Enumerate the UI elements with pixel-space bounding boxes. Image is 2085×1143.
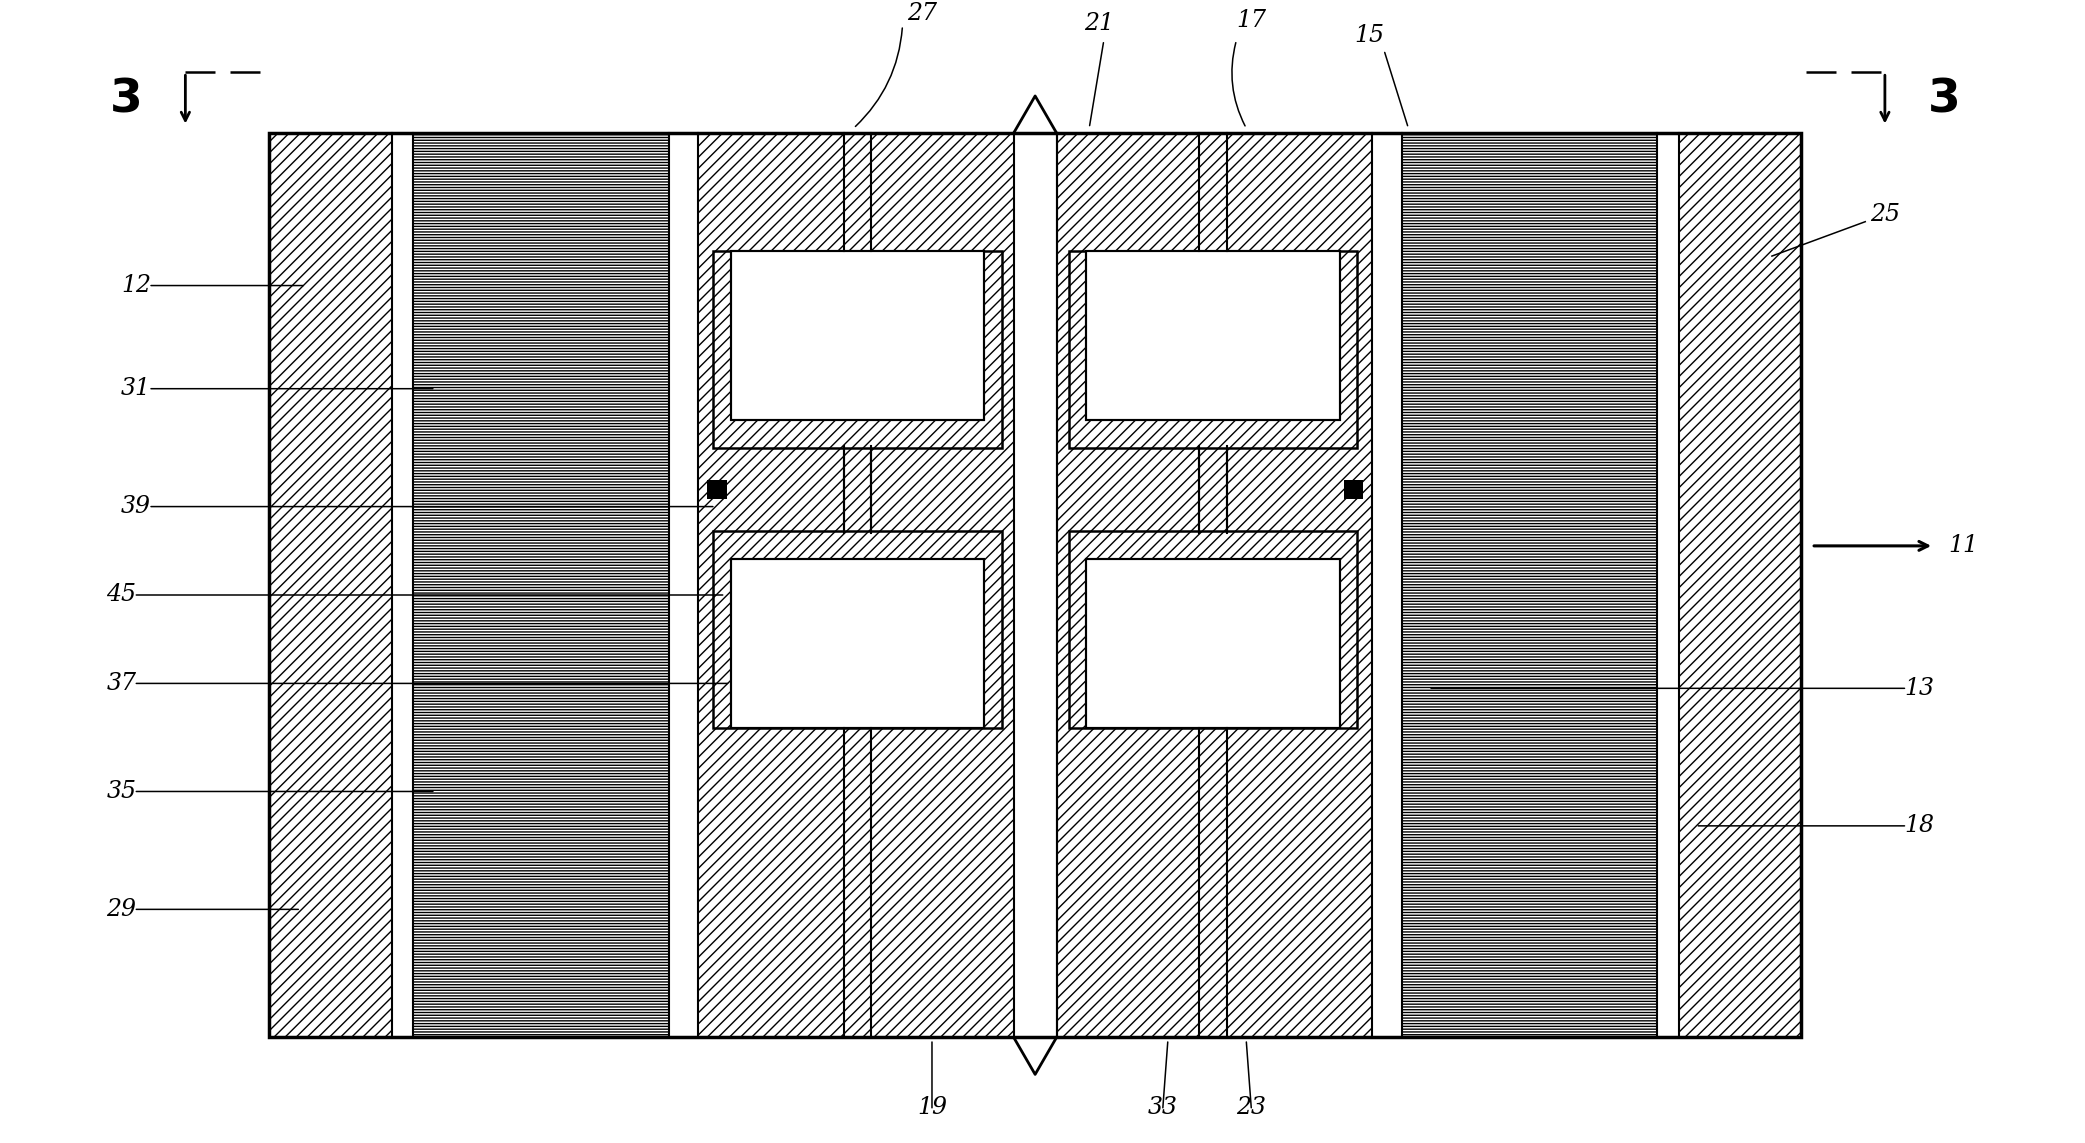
Text: 17: 17: [1236, 9, 1266, 32]
Text: 27: 27: [907, 2, 936, 25]
Text: 13: 13: [1904, 677, 1935, 700]
Polygon shape: [713, 251, 1001, 448]
Bar: [1057, 134, 1372, 1037]
Text: 39: 39: [121, 495, 150, 518]
Text: 35: 35: [106, 780, 136, 804]
Bar: [730, 251, 984, 421]
Polygon shape: [1068, 531, 1357, 728]
Bar: [730, 559, 984, 728]
Text: 18: 18: [1904, 814, 1935, 838]
Bar: [1013, 134, 1057, 1037]
Bar: [713, 531, 1001, 728]
Bar: [669, 134, 698, 1037]
Text: 45: 45: [106, 583, 136, 607]
Bar: [1086, 559, 1341, 728]
Bar: [1343, 480, 1364, 499]
Bar: [713, 251, 1001, 448]
Text: 25: 25: [1870, 203, 1899, 226]
Bar: [698, 134, 1013, 1037]
Text: 3: 3: [1927, 78, 1960, 122]
Bar: [1401, 134, 1658, 1037]
Bar: [730, 559, 984, 728]
Bar: [1086, 251, 1341, 421]
Text: 23: 23: [1236, 1096, 1266, 1119]
Bar: [1068, 531, 1357, 728]
Text: 29: 29: [106, 898, 136, 921]
Bar: [392, 134, 413, 1037]
Bar: [1086, 559, 1341, 728]
Bar: [730, 559, 984, 728]
Polygon shape: [1068, 251, 1357, 448]
Bar: [269, 134, 1801, 1037]
Text: 11: 11: [1949, 535, 1979, 558]
Text: 33: 33: [1149, 1096, 1178, 1119]
Bar: [1086, 251, 1341, 421]
Bar: [269, 134, 392, 1037]
Bar: [730, 251, 984, 421]
Text: 19: 19: [917, 1096, 947, 1119]
Text: 15: 15: [1353, 24, 1384, 47]
Bar: [1068, 251, 1357, 448]
Bar: [1658, 134, 1678, 1037]
Text: 31: 31: [121, 377, 150, 400]
Bar: [1372, 134, 1401, 1037]
Bar: [1678, 134, 1801, 1037]
Bar: [730, 251, 984, 421]
Text: 12: 12: [121, 274, 150, 297]
Bar: [1086, 559, 1341, 728]
Bar: [1086, 251, 1341, 421]
Text: 37: 37: [106, 672, 136, 695]
Bar: [707, 480, 728, 499]
Text: 3: 3: [111, 78, 142, 122]
Bar: [413, 134, 669, 1037]
Polygon shape: [713, 531, 1001, 728]
Text: 21: 21: [1084, 11, 1113, 34]
